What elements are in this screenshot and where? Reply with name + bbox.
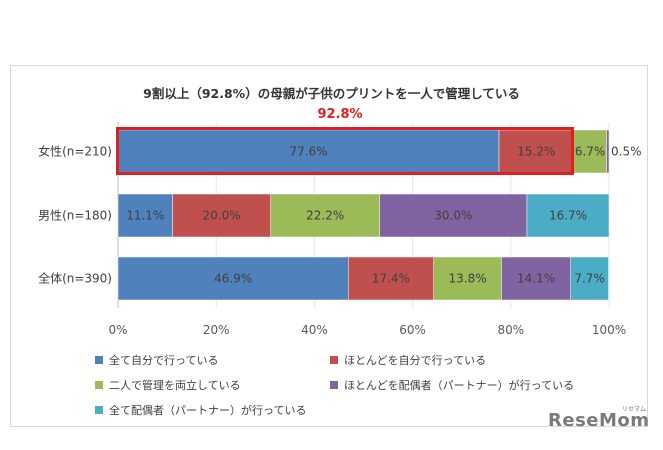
legend-item: ほとんどを自分で行っている	[330, 352, 486, 368]
x-tick-label: 40%	[301, 323, 328, 337]
legend-item: ほとんどを配偶者（パートナー）が行っている	[330, 377, 574, 393]
legend-label: 全て配偶者（パートナー）が行っている	[109, 404, 307, 417]
legend-item: 全て配偶者（パートナー）が行っている	[95, 402, 306, 418]
legend-label: ほとんどを自分で行っている	[344, 354, 487, 367]
bar-segment	[117, 193, 173, 238]
bar-segment	[606, 129, 610, 174]
data-label: 30.0%	[434, 209, 472, 223]
bar-segment	[433, 256, 502, 301]
bar-segment	[117, 129, 500, 174]
category-label: 全体(n=390)	[38, 271, 112, 286]
legend-item: 二人で管理を両立している	[95, 377, 241, 393]
x-tick-label: 0%	[108, 323, 127, 337]
legend-swatch	[330, 381, 338, 389]
chart-title: 9割以上（92.8%）の母親が子供のプリントを一人で管理している	[143, 86, 520, 101]
x-tick-label: 60%	[399, 323, 426, 337]
data-label: 77.6%	[289, 145, 327, 159]
x-tick-label: 20%	[203, 323, 230, 337]
highlight-box	[116, 127, 574, 175]
x-tick-label: 80%	[497, 323, 524, 337]
bar-segment	[570, 256, 609, 301]
data-label: 15.2%	[517, 145, 555, 159]
category-label: 男性(n=180)	[38, 209, 112, 223]
legend-swatch	[330, 356, 338, 364]
bar-segment	[526, 193, 610, 238]
data-label: 0.5%	[611, 145, 642, 159]
data-label: 20.0%	[203, 209, 241, 223]
bar-segment	[348, 256, 434, 301]
bar-segment	[501, 256, 571, 301]
x-tick-label: 100%	[592, 323, 626, 337]
bar-segment	[172, 193, 271, 238]
data-label: 16.7%	[549, 209, 587, 223]
legend-swatch	[95, 356, 103, 364]
data-label: 17.4%	[372, 272, 410, 286]
legend-swatch	[95, 406, 103, 414]
data-label: 11.1%	[126, 209, 164, 223]
logo: ReseMom	[548, 410, 650, 431]
bar-segment	[270, 193, 380, 238]
category-label: 女性(n=210)	[38, 144, 112, 159]
chart-frame	[10, 65, 648, 427]
data-label: 6.7%	[575, 145, 606, 159]
legend-label: 全て自分で行っている	[109, 354, 219, 367]
bar-segment	[117, 256, 349, 301]
logo-subtext: リセマム	[622, 406, 647, 413]
bar-segment	[379, 193, 528, 238]
data-label: 7.7%	[574, 272, 605, 286]
legend-label: ほとんどを配偶者（パートナー）が行っている	[344, 379, 575, 392]
highlight-label: 92.8%	[317, 107, 363, 122]
bar-segment	[498, 129, 574, 174]
legend-item: 全て自分で行っている	[95, 352, 218, 368]
legend-swatch	[95, 381, 103, 389]
data-label: 13.8%	[449, 272, 487, 286]
data-label: 46.9%	[214, 272, 252, 286]
data-label: 22.2%	[306, 209, 344, 223]
data-label: 14.1%	[517, 272, 555, 286]
legend-label: 二人で管理を両立している	[109, 379, 241, 392]
